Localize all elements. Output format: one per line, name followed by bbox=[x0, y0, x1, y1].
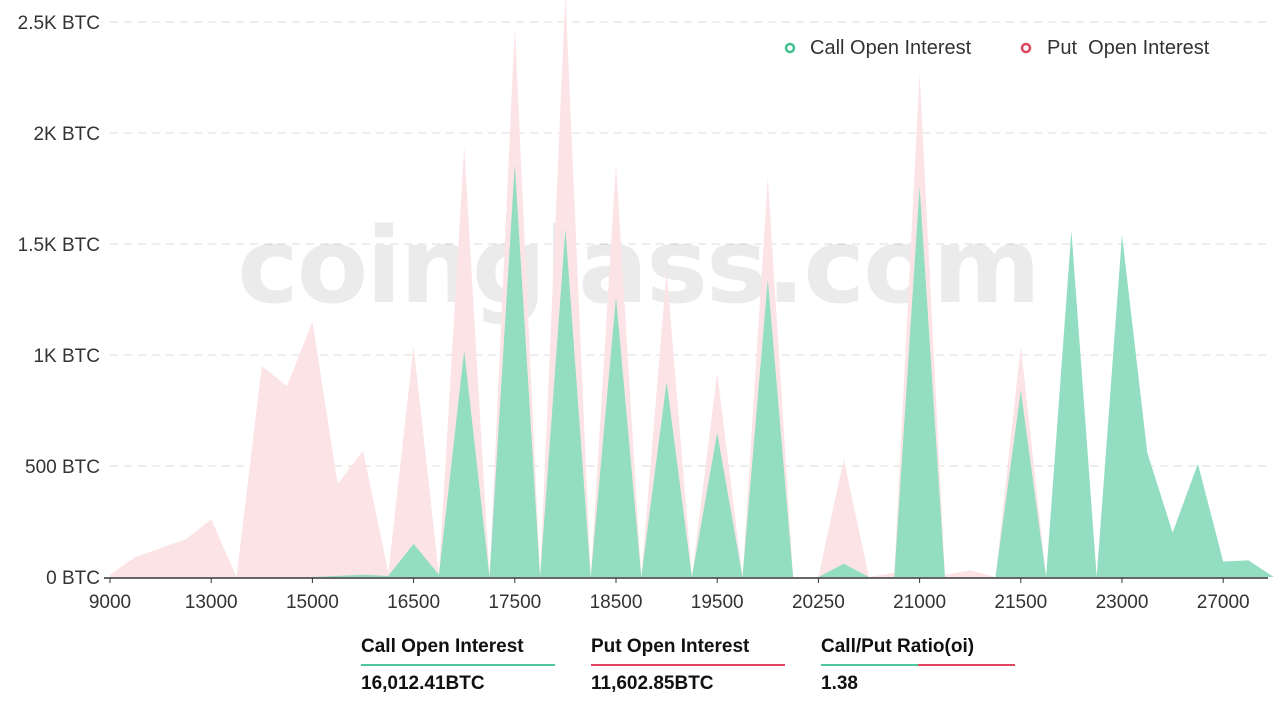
legend-put-marker-icon bbox=[1020, 42, 1032, 54]
legend-call-label: Call Open Interest bbox=[810, 37, 972, 59]
x-tick-label: 18500 bbox=[590, 592, 643, 613]
x-tick-label: 16500 bbox=[387, 592, 440, 613]
stat-ratio-value: 1.38 bbox=[821, 673, 858, 694]
stat-call-open-interest: Call Open Interest 16,012.41BTC bbox=[361, 636, 555, 695]
legend-item-call[interactable]: Call Open Interest bbox=[784, 37, 972, 59]
y-tick-label: 1K BTC bbox=[33, 346, 100, 367]
x-tick-label: 19500 bbox=[691, 592, 744, 613]
y-tick-label: 1.5K BTC bbox=[18, 235, 100, 256]
x-tick-label: 15000 bbox=[286, 592, 339, 613]
stat-call-title: Call Open Interest bbox=[361, 636, 524, 657]
y-tick-label: 2.5K BTC bbox=[18, 13, 100, 34]
y-tick-label: 0 BTC bbox=[46, 568, 100, 589]
legend-item-put[interactable]: Put Open Interest bbox=[1020, 37, 1210, 59]
x-tick-label: 13000 bbox=[185, 592, 238, 613]
x-tick-label: 21500 bbox=[994, 592, 1047, 613]
stat-put-underline bbox=[591, 664, 785, 666]
x-tick-label: 27000 bbox=[1197, 592, 1250, 613]
stat-call-put-ratio: Call/Put Ratio(oi) 1.38 bbox=[821, 636, 1015, 695]
stat-ratio-title: Call/Put Ratio(oi) bbox=[821, 636, 975, 657]
x-tick-label: 9000 bbox=[89, 592, 131, 613]
stat-call-underline bbox=[361, 664, 555, 666]
watermark-text: coinglass.com bbox=[237, 205, 1039, 327]
stat-put-value: 11,602.85BTC bbox=[591, 673, 714, 694]
stat-put-open-interest: Put Open Interest 11,602.85BTC bbox=[591, 636, 785, 695]
area-series bbox=[110, 0, 1285, 577]
y-axis-ticks: 0 BTC 500 BTC 1K BTC 1.5K BTC 2K BTC 2.5K BTC bbox=[18, 13, 100, 589]
x-tick-label: 21000 bbox=[893, 592, 946, 613]
stat-ratio-underline bbox=[821, 664, 1015, 666]
open-interest-chart: coinglass.com 0 BTC 500 BTC 1K BTC 1.5K BTC… bbox=[18, 0, 1285, 613]
stat-put-title: Put Open Interest bbox=[591, 636, 750, 657]
y-tick-label: 500 BTC bbox=[25, 457, 100, 478]
legend-call-marker-icon bbox=[784, 42, 796, 54]
x-tick-label: 23000 bbox=[1096, 592, 1149, 613]
summary-stats: Call Open Interest 16,012.41BTC Put Open… bbox=[361, 636, 1015, 695]
legend-put-label: Put Open Interest bbox=[1047, 37, 1210, 59]
series-area-call-open-interest bbox=[110, 164, 1285, 577]
x-tick-label: 17500 bbox=[488, 592, 541, 613]
y-tick-label: 2K BTC bbox=[33, 124, 100, 145]
grid-lines bbox=[110, 21, 1268, 467]
x-axis-ticks: 9000 13000 15000 16500 17500 18500 19500 20250 2… bbox=[89, 578, 1250, 613]
stat-call-value: 16,012.41BTC bbox=[361, 673, 485, 694]
x-tick-label: 20250 bbox=[792, 592, 845, 613]
legend[interactable]: Call Open Interest Put Open Interest bbox=[784, 37, 1210, 59]
